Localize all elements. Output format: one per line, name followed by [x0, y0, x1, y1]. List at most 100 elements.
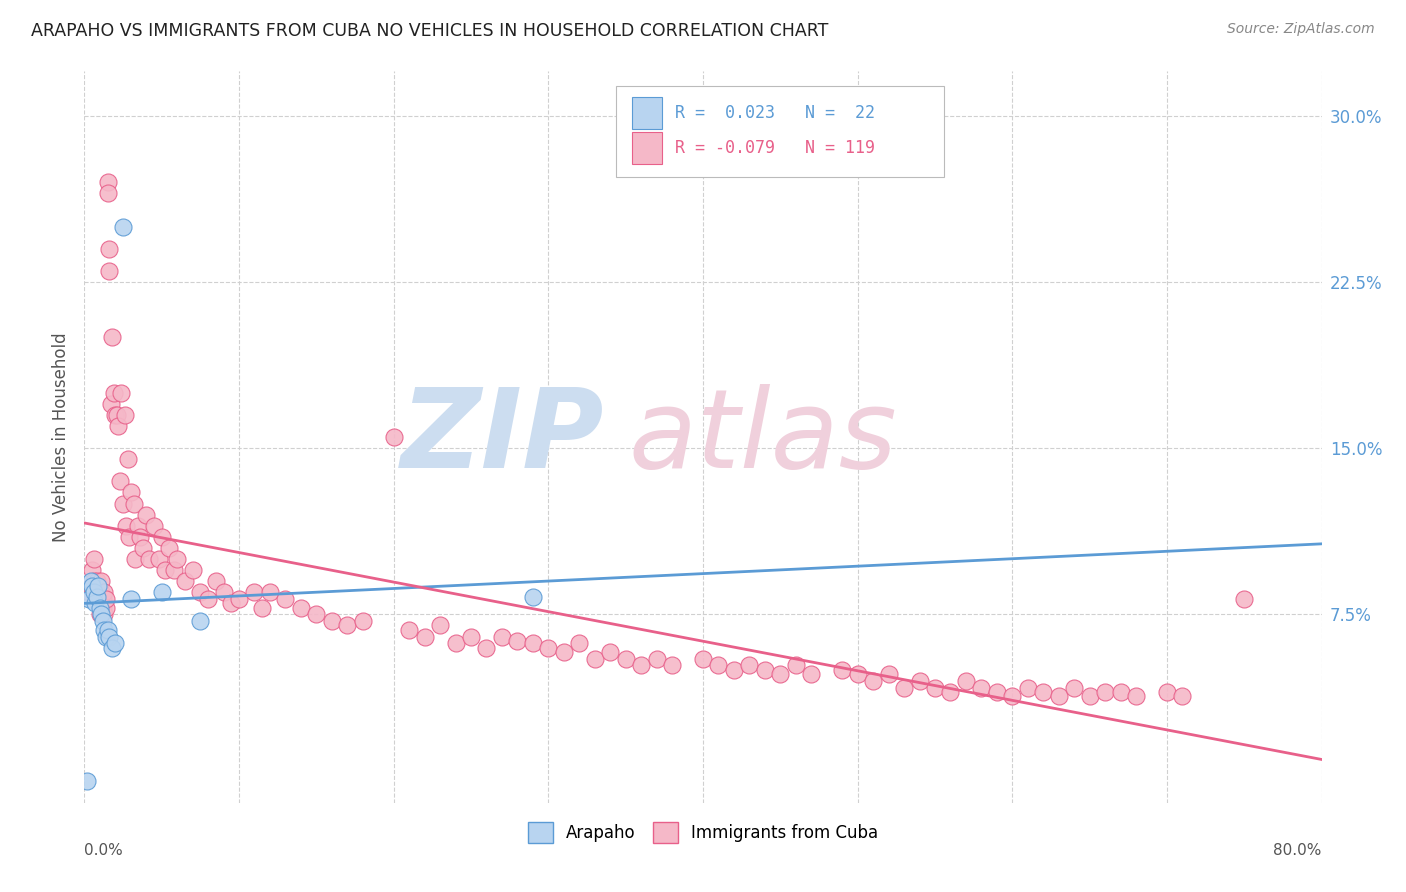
Point — [522, 590, 544, 604]
Point — [138, 552, 160, 566]
Point — [219, 596, 242, 610]
Point — [506, 634, 529, 648]
Point — [82, 578, 104, 592]
Point — [150, 530, 173, 544]
Point — [86, 591, 108, 606]
Point — [166, 552, 188, 566]
Point — [87, 578, 110, 592]
Point — [707, 658, 730, 673]
Point — [321, 614, 343, 628]
Point — [614, 651, 637, 665]
Point — [120, 591, 142, 606]
Point — [89, 600, 111, 615]
Point — [96, 623, 118, 637]
Point — [259, 585, 281, 599]
Text: ZIP: ZIP — [401, 384, 605, 491]
Point — [79, 574, 101, 589]
Point — [197, 591, 219, 606]
Point — [800, 667, 823, 681]
Point — [305, 607, 328, 622]
Point — [83, 552, 105, 566]
Point — [86, 590, 108, 604]
Point — [599, 645, 621, 659]
Point — [568, 636, 591, 650]
Point — [1233, 591, 1256, 606]
Point — [1125, 690, 1147, 704]
Point — [785, 658, 807, 673]
Point — [96, 175, 118, 189]
Point — [112, 497, 135, 511]
Point — [444, 636, 467, 650]
FancyBboxPatch shape — [616, 86, 945, 178]
Point — [398, 623, 420, 637]
Point — [89, 591, 111, 606]
Point — [90, 585, 112, 599]
Point — [124, 552, 146, 566]
Point — [986, 685, 1008, 699]
Point — [583, 651, 606, 665]
Point — [91, 600, 114, 615]
Text: 80.0%: 80.0% — [1274, 843, 1322, 858]
Point — [89, 607, 111, 622]
Point — [87, 578, 110, 592]
Point — [645, 651, 668, 665]
Point — [212, 585, 235, 599]
Point — [94, 630, 117, 644]
Point — [148, 552, 170, 566]
Legend: Arapaho, Immigrants from Cuba: Arapaho, Immigrants from Cuba — [522, 815, 884, 849]
Point — [754, 663, 776, 677]
Point — [723, 663, 745, 677]
Point — [101, 640, 124, 655]
Point — [243, 585, 266, 599]
Point — [939, 685, 962, 699]
Point — [924, 681, 946, 695]
Point — [769, 667, 792, 681]
Point — [84, 596, 107, 610]
Point — [1017, 681, 1039, 695]
Point — [77, 591, 100, 606]
Point — [90, 574, 112, 589]
Point — [460, 630, 482, 644]
Point — [908, 673, 931, 688]
Point — [107, 419, 129, 434]
Point — [93, 607, 115, 622]
Point — [537, 640, 560, 655]
Point — [135, 508, 157, 522]
Point — [522, 636, 544, 650]
Point — [114, 408, 136, 422]
Point — [94, 591, 117, 606]
Point — [382, 430, 405, 444]
Point — [76, 773, 98, 788]
Point — [122, 497, 145, 511]
Point — [1001, 690, 1024, 704]
Point — [290, 600, 312, 615]
Point — [274, 591, 297, 606]
Point — [101, 330, 124, 344]
Point — [661, 658, 683, 673]
Point — [103, 385, 125, 400]
Point — [129, 530, 152, 544]
Point — [429, 618, 451, 632]
Point — [1078, 690, 1101, 704]
Y-axis label: No Vehicles in Household: No Vehicles in Household — [52, 332, 70, 542]
Point — [181, 563, 204, 577]
Text: 0.0%: 0.0% — [84, 843, 124, 858]
Point — [1109, 685, 1132, 699]
Point — [91, 591, 114, 606]
Point — [153, 563, 176, 577]
Point — [1032, 685, 1054, 699]
Point — [970, 681, 993, 695]
Point — [630, 658, 652, 673]
Point — [1094, 685, 1116, 699]
Point — [93, 585, 115, 599]
Point — [108, 475, 131, 489]
Point — [83, 585, 105, 599]
Point — [1171, 690, 1194, 704]
Point — [1047, 690, 1070, 704]
Point — [846, 667, 869, 681]
Point — [82, 563, 104, 577]
Point — [100, 397, 122, 411]
Point — [352, 614, 374, 628]
Text: Source: ZipAtlas.com: Source: ZipAtlas.com — [1227, 22, 1375, 37]
Point — [117, 452, 139, 467]
